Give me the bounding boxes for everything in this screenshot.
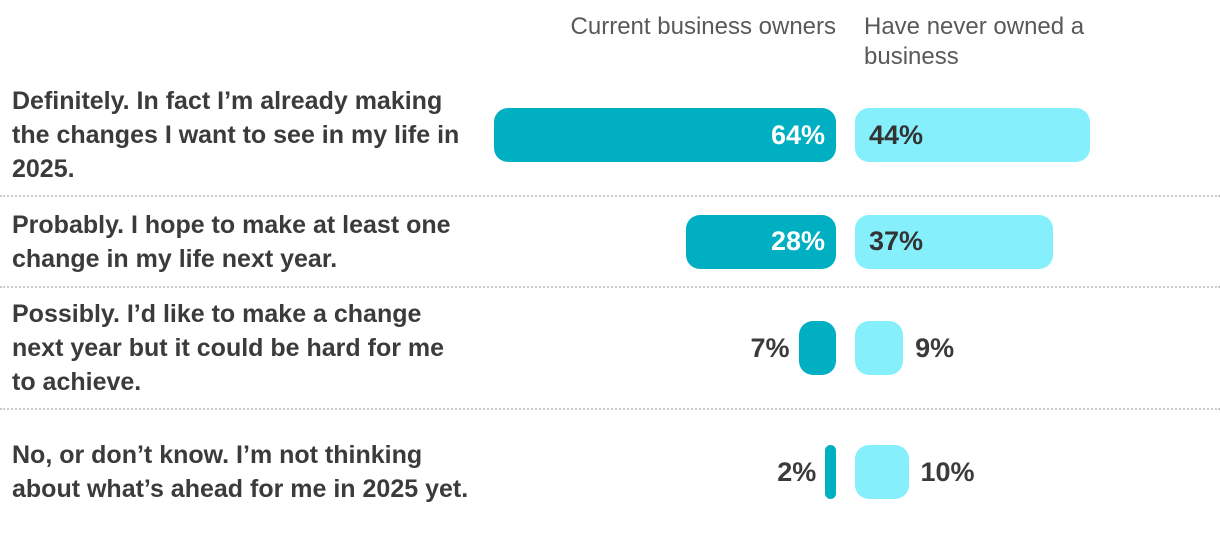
- row-label: No, or don’t know. I’m not thinking abou…: [12, 441, 469, 503]
- bar-cell-owners: 2%: [480, 445, 836, 499]
- bar-never-owned: 44%: [855, 108, 1091, 162]
- bar-value-label: 44%: [869, 119, 924, 150]
- bar-owners: [798, 321, 836, 375]
- bar-cell-owners: 28%: [480, 214, 836, 269]
- bar-owners: [825, 445, 836, 499]
- bar-cell-owners: 7%: [480, 321, 836, 375]
- chart-row-no-or-dont-know: No, or don’t know. I’m not thinking abou…: [0, 410, 1220, 534]
- bar-never-owned: 37%: [855, 214, 1053, 269]
- chart-row-definitely: Definitely. In fact I’m already making t…: [0, 75, 1220, 197]
- bar-value-label: 64%: [770, 119, 825, 150]
- bar-cell-never-owned: 9%: [855, 321, 1220, 375]
- bar-value-label: 37%: [869, 226, 924, 256]
- bar-cell-never-owned: 10%: [855, 445, 1220, 499]
- row-label: Definitely. In fact I’m already making t…: [12, 87, 460, 183]
- bar-value-label: 7%: [750, 332, 790, 363]
- bar-owners: 64%: [493, 108, 836, 162]
- chart-row-possibly: Possibly. I’d like to make a change next…: [0, 288, 1220, 410]
- bar-value-label: 10%: [920, 456, 975, 487]
- bar-never-owned: [855, 321, 904, 375]
- column-headers: Current business owners Have never owned…: [0, 0, 1220, 75]
- chart-row-probably: Probably. I hope to make at least one ch…: [0, 197, 1220, 288]
- bar-value-label: 9%: [915, 332, 955, 363]
- bar-never-owned: [855, 445, 909, 499]
- bar-owners: 28%: [686, 214, 836, 269]
- column-header-never-owned: Have never owned a business: [864, 13, 1085, 70]
- bar-cell-never-owned: 37%: [855, 214, 1220, 269]
- bar-value-label: 28%: [770, 226, 825, 256]
- column-header-owners: Current business owners: [570, 13, 836, 40]
- row-label: Possibly. I’d like to make a change next…: [12, 300, 445, 396]
- row-label: Probably. I hope to make at least one ch…: [12, 210, 451, 273]
- bar-cell-never-owned: 44%: [855, 108, 1220, 162]
- bar-value-label: 2%: [777, 456, 817, 487]
- header-spacer: [0, 12, 480, 75]
- bar-cell-owners: 64%: [480, 108, 836, 162]
